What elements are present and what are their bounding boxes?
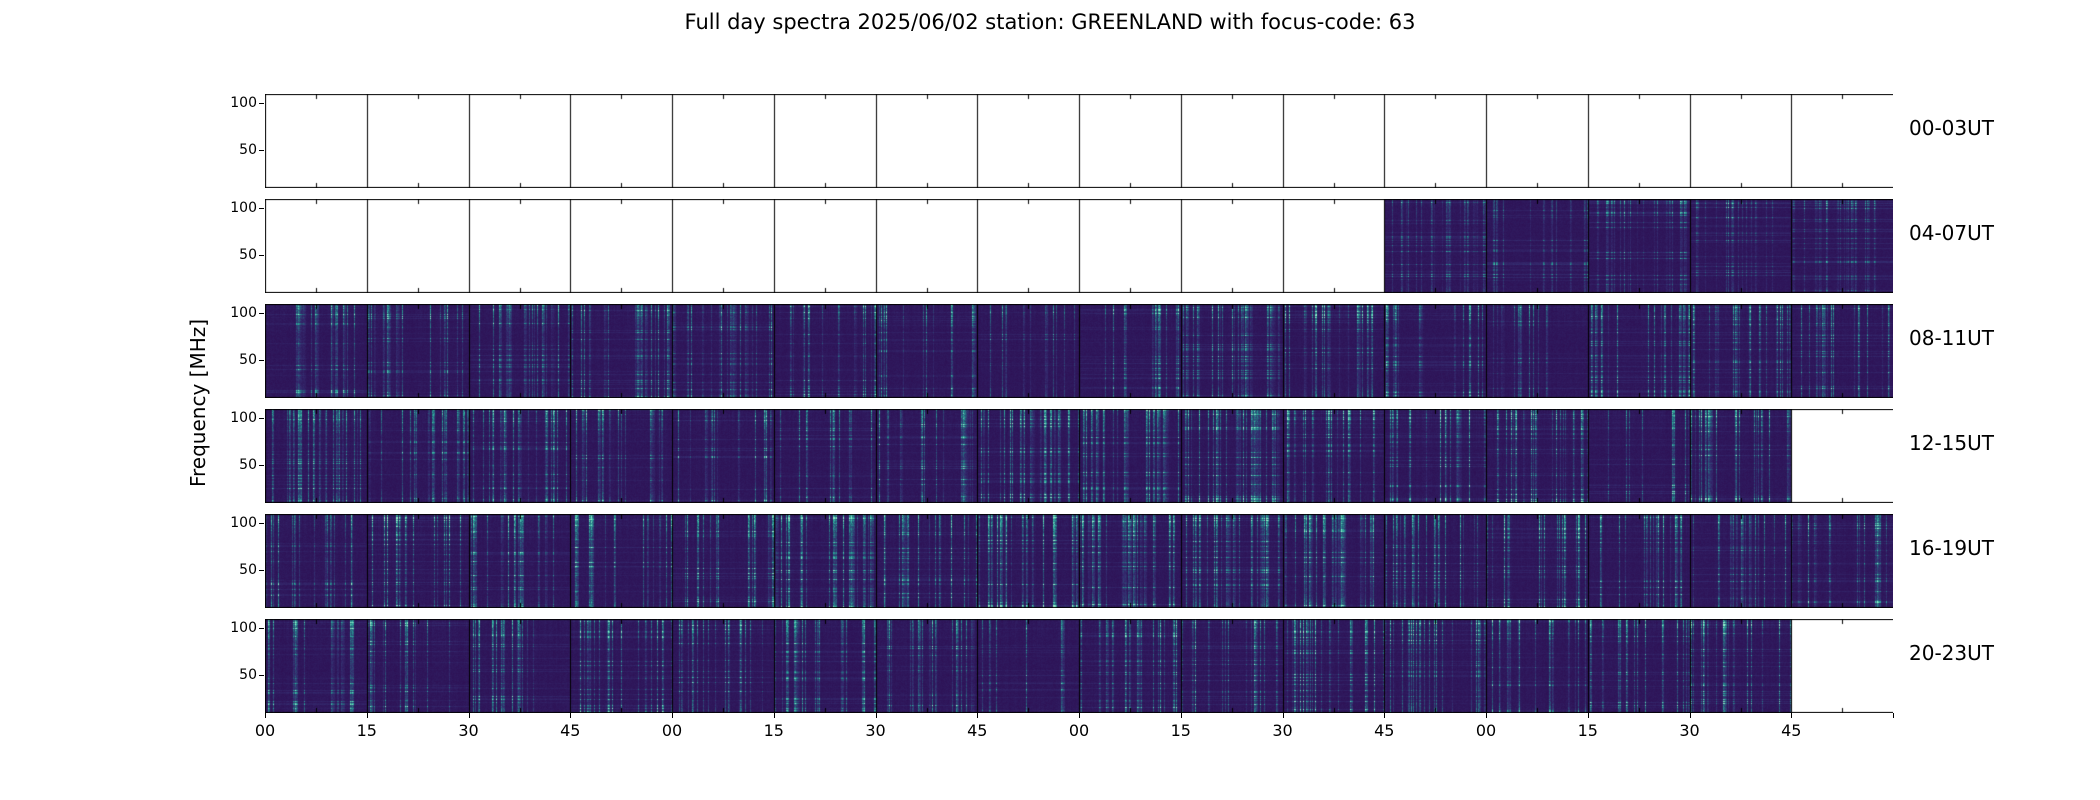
spectrogram-canvas	[265, 94, 1893, 188]
x-tick-label: 30	[865, 721, 886, 740]
x-tick-mark	[468, 713, 470, 718]
x-tick-mark	[1689, 713, 1691, 718]
y-tick-label: 50	[239, 562, 257, 578]
y-tick-mark	[259, 360, 264, 361]
y-tick-mark	[259, 103, 264, 104]
x-tick-mark	[672, 713, 673, 718]
y-tick-label: 50	[239, 142, 257, 158]
x-tick-mark	[1384, 713, 1386, 718]
y-tick-label: 100	[230, 620, 257, 636]
x-tick-label: 00	[1475, 721, 1497, 740]
x-tick-mark	[1079, 713, 1080, 718]
x-tick-mark	[773, 713, 775, 718]
x-tick-label: 15	[356, 721, 377, 740]
spectrogram-row: 100 50 08-11UT	[230, 304, 1994, 398]
x-tick-mark	[265, 713, 266, 718]
x-tick-label: 30	[1272, 721, 1293, 740]
spectrogram-canvas	[265, 619, 1893, 713]
x-tick-label: 15	[763, 721, 784, 740]
row-label: 04-07UT	[1909, 221, 1994, 245]
y-tick-mark	[259, 570, 264, 571]
x-tick-mark	[366, 713, 368, 718]
figure-title: Full day spectra 2025/06/02 station: GRE…	[684, 10, 1416, 34]
x-tick-label: 15	[1577, 721, 1598, 740]
row-label: 20-23UT	[1909, 641, 1994, 665]
x-tick-mark	[1893, 713, 1894, 718]
x-tick-label: 30	[458, 721, 479, 740]
y-tick-mark	[259, 465, 264, 466]
x-tick-mark	[1486, 713, 1487, 718]
y-tick-label: 100	[230, 95, 257, 111]
y-tick-label: 100	[230, 515, 257, 531]
x-tick-mark	[1587, 713, 1589, 718]
y-tick-label: 50	[239, 247, 257, 263]
x-tick-mark	[977, 713, 979, 718]
x-tick-label: 00	[254, 721, 276, 740]
spectrogram-row: 100 50 00-03UT	[230, 94, 1994, 188]
y-tick-label: 50	[239, 457, 257, 473]
y-tick-mark	[259, 523, 264, 524]
row-label: 16-19UT	[1909, 536, 1994, 560]
spectrogram-row: 100 50 04-07UT	[230, 199, 1994, 293]
x-tick-mark	[1282, 713, 1284, 718]
y-tick-label: 100	[230, 410, 257, 426]
x-tick-mark	[1180, 713, 1182, 718]
x-tick-mark	[1791, 713, 1793, 718]
y-tick-mark	[259, 208, 264, 209]
x-tick-label: 00	[1068, 721, 1090, 740]
y-tick-label: 100	[230, 305, 257, 321]
y-tick-mark	[259, 150, 264, 151]
spectrogram-canvas	[265, 514, 1893, 608]
x-tick-label: 15	[1170, 721, 1191, 740]
y-tick-mark	[259, 313, 264, 314]
spectrogram-row: 100 50 12-15UT	[230, 409, 1994, 503]
spectrogram-row: 100 50 20-23UT	[230, 619, 1994, 713]
row-label: 08-11UT	[1909, 326, 1994, 350]
y-tick-mark	[259, 675, 264, 676]
y-tick-mark	[259, 255, 264, 256]
y-tick-label: 50	[239, 352, 257, 368]
x-tick-label: 45	[1374, 721, 1395, 740]
spectrogram-row: 100 50 16-19UT	[230, 514, 1994, 608]
x-tick-label: 45	[560, 721, 581, 740]
spectrogram-canvas	[265, 409, 1893, 503]
row-label: 12-15UT	[1909, 431, 1994, 455]
x-tick-label: 45	[1781, 721, 1802, 740]
y-tick-mark	[259, 628, 264, 629]
x-tick-mark	[570, 713, 572, 718]
y-tick-label: 50	[239, 667, 257, 683]
row-label: 00-03UT	[1909, 116, 1994, 140]
x-tick-label: 45	[967, 721, 988, 740]
x-tick-label: 30	[1679, 721, 1700, 740]
y-tick-mark	[259, 418, 264, 419]
spectrogram-canvas	[265, 304, 1893, 398]
y-tick-label: 100	[230, 200, 257, 216]
x-tick-label: 00	[661, 721, 683, 740]
spectrogram-canvas	[265, 199, 1893, 293]
x-tick-mark	[875, 713, 877, 718]
